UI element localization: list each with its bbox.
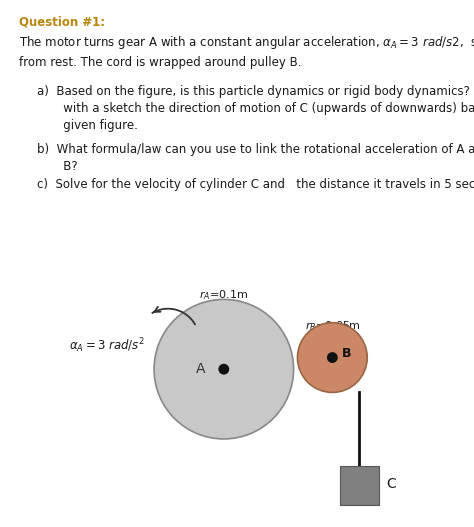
Text: c)  Solve for the velocity of cylinder C and   the distance it travels in 5 seco: c) Solve for the velocity of cylinder C … [37,178,474,191]
Text: $r_B$=0.05m: $r_B$=0.05m [304,319,360,333]
Bar [340,466,379,505]
Text: The motor turns gear A with a constant angular acceleration, $\alpha_A = 3\ rad/: The motor turns gear A with a constant a… [18,34,474,52]
Text: from rest. The cord is wrapped around pulley B.: from rest. The cord is wrapped around pu… [18,56,301,69]
Text: Question #1:: Question #1: [18,16,105,29]
Text: A: A [196,362,205,376]
Text: C: C [387,477,396,491]
Circle shape [154,299,293,439]
Circle shape [327,352,338,363]
Text: $\alpha_A = 3\ rad/s^2$: $\alpha_A = 3\ rad/s^2$ [69,337,145,355]
Text: B: B [342,347,351,360]
Circle shape [298,323,367,393]
Text: a)  Based on the figure, is this particle dynamics or rigid body dynamics? Indic: a) Based on the figure, is this particle… [37,85,474,132]
Circle shape [219,364,229,375]
Text: $r_A$=0.1m: $r_A$=0.1m [199,288,248,301]
Text: b)  What formula/law can you use to link the rotational acceleration of A and th: b) What formula/law can you use to link … [37,143,474,173]
